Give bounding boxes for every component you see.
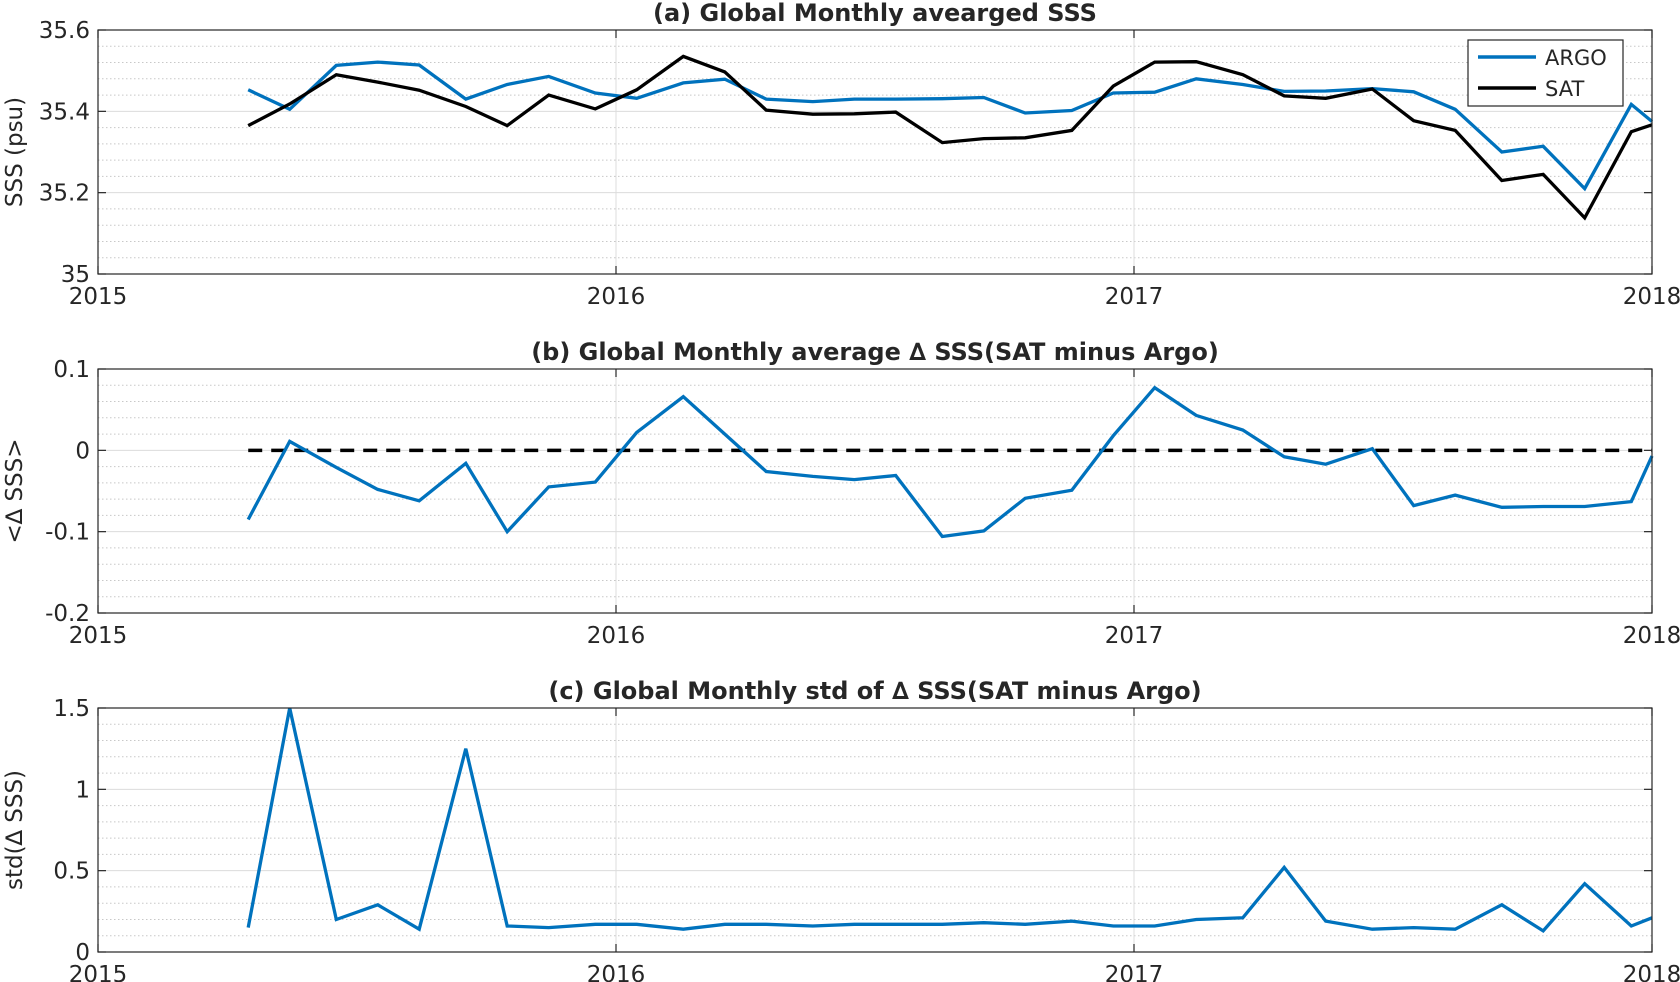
- panel-a-ylabel: SSS (psu): [2, 97, 28, 207]
- panel-b-axes-frame: [97, 368, 1653, 614]
- legend-box: [1467, 39, 1624, 107]
- legend: ARGO SAT: [1467, 39, 1624, 107]
- y-tick-label: -0.2: [45, 601, 90, 627]
- panel-b: -0.2 -0.1 0 0.1 2015 2016 2017 2018 (b) Global…: [2, 338, 1680, 649]
- y-tick-label: 1: [75, 777, 90, 803]
- panel-b-title: (b) Global Monthly average ∆ SSS(SAT min…: [531, 338, 1219, 366]
- x-tick-label: 2015: [69, 962, 128, 982]
- panel-c-title: (c) Global Monthly std of ∆ SSS(SAT minu…: [548, 677, 1201, 705]
- panel-a-axes-frame: [97, 29, 1653, 275]
- series-line-argo: [247, 60, 1654, 192]
- x-tick-label: 2018: [1623, 623, 1680, 649]
- panel-c-axes-frame: [97, 707, 1653, 953]
- y-tick-label: 35.2: [39, 181, 90, 207]
- x-tick-label: 2015: [69, 284, 128, 310]
- panel-c-ylabel: std(∆ SSS): [2, 770, 28, 890]
- y-tick-label: 35.4: [39, 99, 90, 125]
- y-tick-label: 0: [75, 438, 90, 464]
- x-tick-label: 2018: [1623, 962, 1680, 982]
- y-tick-label: 0: [75, 940, 90, 966]
- x-tick-label: 2016: [587, 284, 646, 310]
- x-tick-label: 2018: [1623, 284, 1680, 310]
- y-tick-label: -0.1: [45, 520, 90, 546]
- x-tick-label: 2017: [1105, 962, 1164, 982]
- series-line-series-0: [246, 707, 1653, 934]
- series-line-sat: [247, 54, 1653, 221]
- y-tick-label: 35: [61, 262, 90, 288]
- y-tick-label: 0.5: [53, 859, 90, 885]
- x-tick-label: 2017: [1105, 284, 1164, 310]
- legend-label-sat: SAT: [1545, 77, 1584, 101]
- panel-a-title: (a) Global Monthly avearged SSS: [653, 0, 1097, 27]
- x-tick-label: 2016: [587, 623, 646, 649]
- y-tick-label: 35.6: [39, 18, 90, 44]
- x-tick-label: 2017: [1105, 623, 1164, 649]
- legend-label-argo: ARGO: [1545, 46, 1607, 70]
- y-tick-label: 0.1: [53, 357, 90, 383]
- x-tick-label: 2015: [69, 623, 128, 649]
- series-line-series-0: [246, 385, 1654, 539]
- panel-c: 0 0.5 1 1.5 2015 2016 2017 2018 (c) Global Mon…: [2, 677, 1680, 982]
- panel-a: 35 35.2 35.4 35.6 2015 2016 2017 2018 (a) Glob…: [2, 0, 1680, 310]
- x-tick-label: 2016: [587, 962, 646, 982]
- y-tick-label: 1.5: [53, 696, 90, 722]
- panel-b-ylabel: <∆ SSS>: [2, 438, 28, 543]
